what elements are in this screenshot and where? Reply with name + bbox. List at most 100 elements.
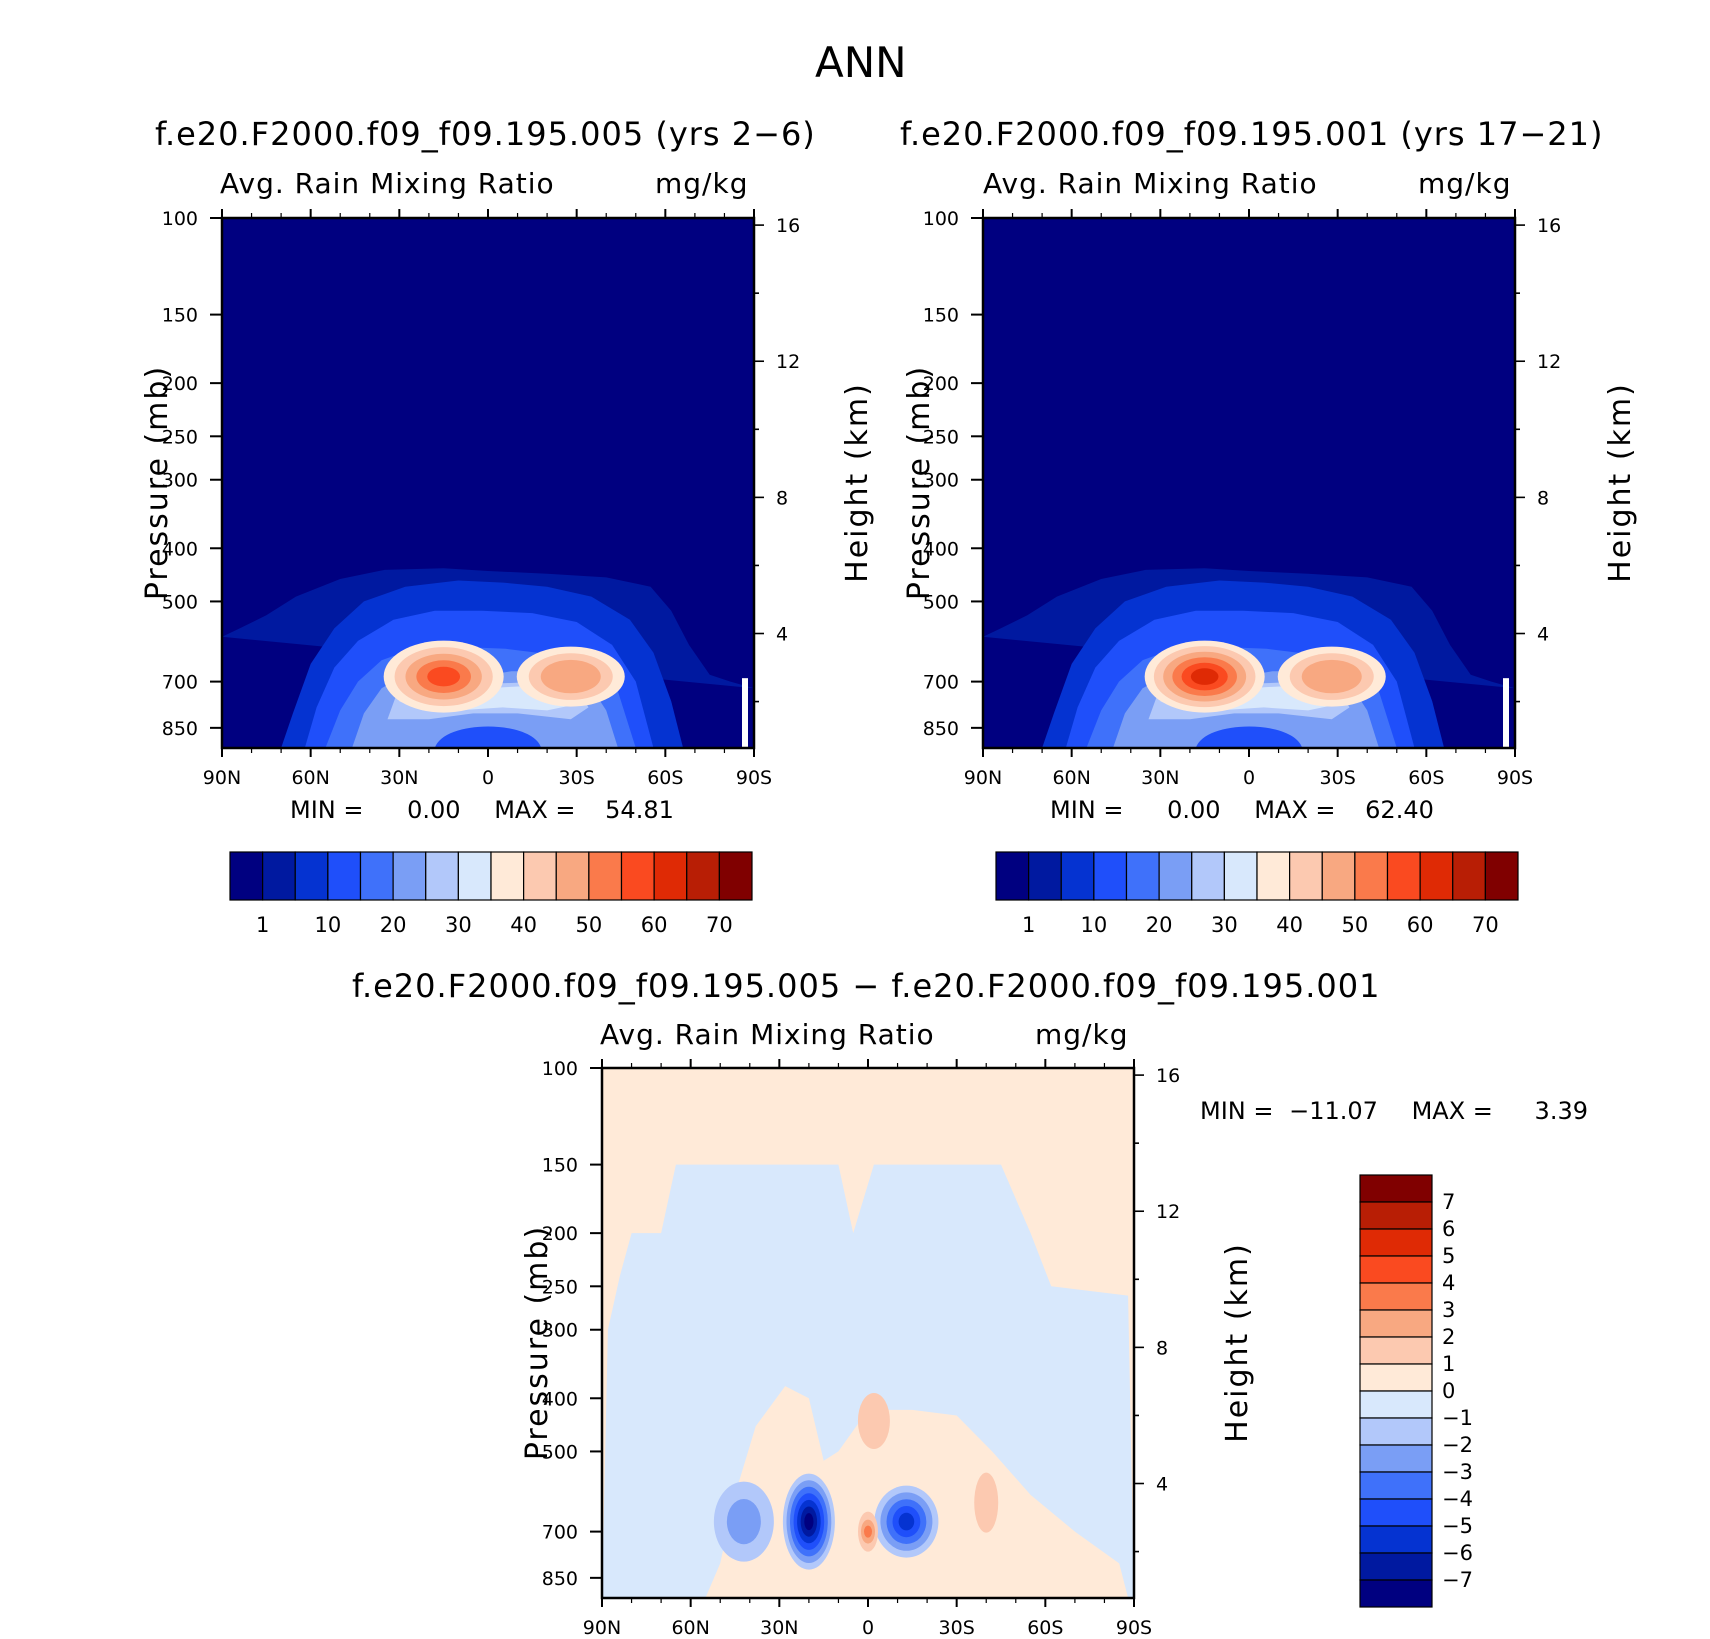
diff-colorbar-box [1359, 1228, 1433, 1257]
diff-neg-core-1-level-4 [898, 1512, 915, 1531]
diff-pos-blob-1 [974, 1472, 999, 1533]
diff-colorbar-box [1359, 1255, 1433, 1284]
panel2-colorbar-box [1028, 851, 1062, 901]
panel1-max-value: 54.81 [605, 796, 674, 824]
diff-colorbar-label: 2 [1442, 1325, 1455, 1349]
diff-neg-core-0-level-6 [804, 1513, 814, 1531]
panel1-colorbar-box [327, 851, 362, 901]
diff-colorbar-label: −2 [1442, 1433, 1473, 1457]
panel2-y2tick-label: 16 [1537, 215, 1561, 237]
panel2-colorbar-label: 60 [1407, 913, 1434, 937]
panel1-colorbar-label: 50 [576, 913, 603, 937]
panel1-colorbar-label: 1 [256, 913, 269, 937]
diff-colorbar-box [1359, 1498, 1433, 1527]
diff-ytick-label: 400 [542, 1388, 578, 1410]
panel2-peak-1-level-3 [1313, 666, 1350, 687]
panel2-colorbar-label: 10 [1081, 913, 1108, 937]
panel1-xtick-label: 0 [482, 767, 494, 789]
diff-colorbar-box [1359, 1444, 1433, 1473]
panel2-colorbar-box [1060, 851, 1095, 901]
panel2-colorbar-box [995, 851, 1030, 901]
diff-colorbar-label: 1 [1442, 1352, 1455, 1376]
panel1-missing-strip [742, 678, 748, 748]
panel2-y2tick-label: 12 [1537, 351, 1561, 373]
diff-max-label: MAX = [1411, 1097, 1493, 1125]
diff-xtick-label: 30S [939, 1617, 975, 1639]
panel1-colorbar-box [425, 851, 459, 901]
panel1-surface-pool [434, 726, 542, 748]
panel1-colorbar-box [686, 851, 720, 901]
panel1-y2tick-label: 4 [776, 624, 788, 646]
diff-units: mg/kg [1035, 1018, 1129, 1051]
panel2-colorbar-box [1158, 851, 1193, 901]
panel1-ytick-label: 200 [162, 373, 198, 395]
panel2-ytick-label: 500 [923, 591, 959, 613]
panel1-plot: 90N 60N 30N 0 30S 60S 90S 100 150 200 250 300 400 500… [162, 208, 800, 789]
diff-neg-core-2-level-1 [726, 1498, 761, 1545]
diff-colorbar-label: 7 [1442, 1190, 1455, 1214]
diff-colorbar-box [1359, 1525, 1433, 1554]
panel1-colorbar-label: 30 [445, 913, 472, 937]
diff-colorbar-label: −4 [1442, 1487, 1473, 1511]
panel1-y2tick-label: 12 [776, 351, 800, 373]
diff-colorbar-label: −3 [1442, 1460, 1473, 1484]
diff-colorbar-box [1359, 1174, 1433, 1203]
panel1-ytick-label: 500 [162, 591, 198, 613]
diff-colorbar-box [1359, 1363, 1433, 1392]
panel1-xtick-label: 60S [647, 767, 683, 789]
panel2-colorbar-box [1386, 851, 1421, 901]
panel2-ytick-label: 400 [923, 538, 959, 560]
panel2-xtick-label: 60N [1052, 767, 1090, 789]
panel2-colorbar-label: 30 [1211, 913, 1238, 937]
diff-y2tick-label: 16 [1156, 1065, 1180, 1087]
panel1-ytick-label: 850 [162, 718, 198, 740]
panel2-ytick-label: 300 [923, 470, 959, 492]
panel1-colorbar-label: 40 [510, 913, 537, 937]
diff-colorbar-label: −1 [1442, 1406, 1473, 1430]
panel1-peak-1-level-3 [552, 666, 589, 687]
diff-pos-core-level-2 [864, 1525, 872, 1538]
panel1-xtick-label: 60N [291, 767, 329, 789]
diff-y2tick-label: 8 [1156, 1337, 1168, 1359]
panel2-colorbar-box [1321, 851, 1356, 901]
diff-xtick-label: 0 [862, 1617, 874, 1639]
panel2-colorbar-label: 70 [1472, 913, 1499, 937]
panel2-max-label: MAX = [1254, 796, 1336, 824]
diff-colorbar-label: 4 [1442, 1271, 1455, 1295]
diff-colorbar-box [1359, 1390, 1433, 1419]
diff-colorbar-label: −7 [1442, 1568, 1473, 1592]
diff-colorbar-label: −5 [1442, 1514, 1473, 1538]
panel2-xtick-label: 90N [964, 767, 1002, 789]
panel2-y2tick-label: 8 [1537, 487, 1549, 509]
panel2-title: f.e20.F2000.f09_f09.195.001 (yrs 17−21) [900, 115, 1604, 153]
panel1-colorbar-box [392, 851, 427, 901]
panel2-units: mg/kg [1418, 167, 1512, 200]
panel2-xtick-label: 90S [1497, 767, 1533, 789]
panel1-colorbar-box [620, 851, 655, 901]
panel2-colorbar-box [1452, 851, 1486, 901]
panel2-max-value: 62.40 [1365, 796, 1434, 824]
panel1-peak-0-level-4 [427, 666, 461, 687]
diff-max-value: 3.39 [1534, 1097, 1588, 1125]
diff-colorbar-box [1359, 1336, 1433, 1365]
panel2-variable: Avg. Rain Mixing Ratio [983, 167, 1318, 200]
diff-ytick-label: 500 [542, 1441, 578, 1463]
panel2-minmax: MIN = 0.00 MAX = 62.40 [1050, 796, 1434, 824]
diff-xtick-label: 90N [583, 1617, 621, 1639]
diff-colorbar-box [1359, 1417, 1433, 1446]
panel1-ytick-label: 400 [162, 538, 198, 560]
diff-ytick-label: 150 [542, 1155, 578, 1177]
diff-colorbar-box [1359, 1552, 1433, 1581]
panel2-ytick-label: 700 [923, 672, 959, 694]
diff-ytick-label: 100 [542, 1058, 578, 1080]
panel1-min-value: 0.00 [407, 796, 461, 824]
panel2-colorbar-box [1289, 851, 1323, 901]
diff-colorbar-label: −6 [1442, 1541, 1473, 1565]
panel1-colorbar-box [359, 851, 394, 901]
panel1-variable: Avg. Rain Mixing Ratio [220, 167, 555, 200]
diff-minmax: MIN = −11.07 MAX = 3.39 [1200, 1097, 1588, 1125]
diff-colorbar-box [1359, 1471, 1433, 1500]
diff-colorbar-label: 3 [1442, 1298, 1455, 1322]
diff-y2tick-label: 4 [1156, 1474, 1168, 1496]
